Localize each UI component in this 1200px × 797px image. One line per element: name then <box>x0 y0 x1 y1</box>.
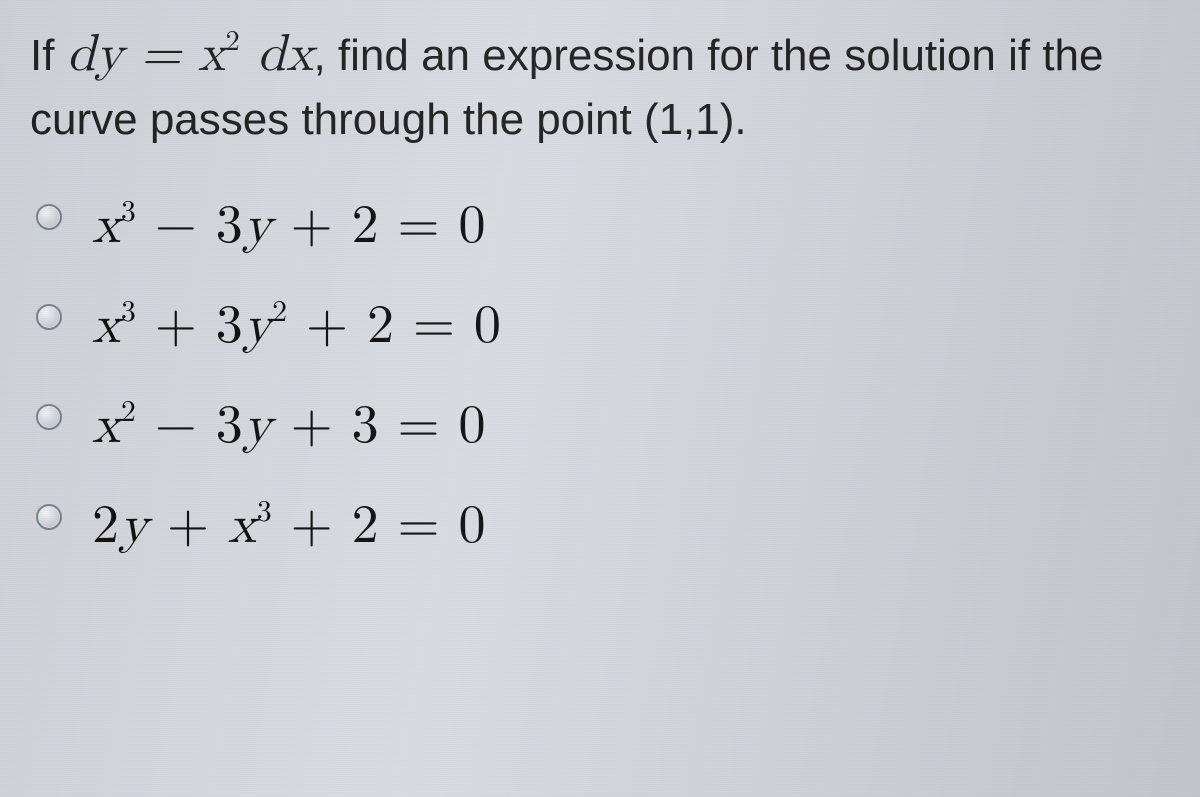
option-2[interactable]: x3 + 3y2 + 2 = 0 <box>36 296 1170 356</box>
option-4-label: 2y + x3 + 2 = 0 <box>92 496 486 556</box>
question-stem: If dy = x2 dx, find an expression for th… <box>30 20 1170 150</box>
option-3[interactable]: x2 − 3y + 3 = 0 <box>36 396 1170 456</box>
stem-equation: dy = x2 dx <box>67 29 314 81</box>
option-1-label: x3 − 3y + 2 = 0 <box>92 196 486 256</box>
option-3-label: x2 − 3y + 3 = 0 <box>92 396 486 456</box>
radio-icon[interactable] <box>36 304 62 330</box>
radio-icon[interactable] <box>36 204 62 230</box>
option-2-label: x3 + 3y2 + 2 = 0 <box>92 296 501 356</box>
radio-icon[interactable] <box>36 404 62 430</box>
stem-prefix: If <box>30 31 67 80</box>
option-4[interactable]: 2y + x3 + 2 = 0 <box>36 496 1170 556</box>
option-1[interactable]: x3 − 3y + 2 = 0 <box>36 196 1170 256</box>
answer-options: x3 − 3y + 2 = 0 x3 + 3y2 + 2 = 0 x2 − 3y… <box>36 196 1170 557</box>
radio-icon[interactable] <box>36 504 62 530</box>
